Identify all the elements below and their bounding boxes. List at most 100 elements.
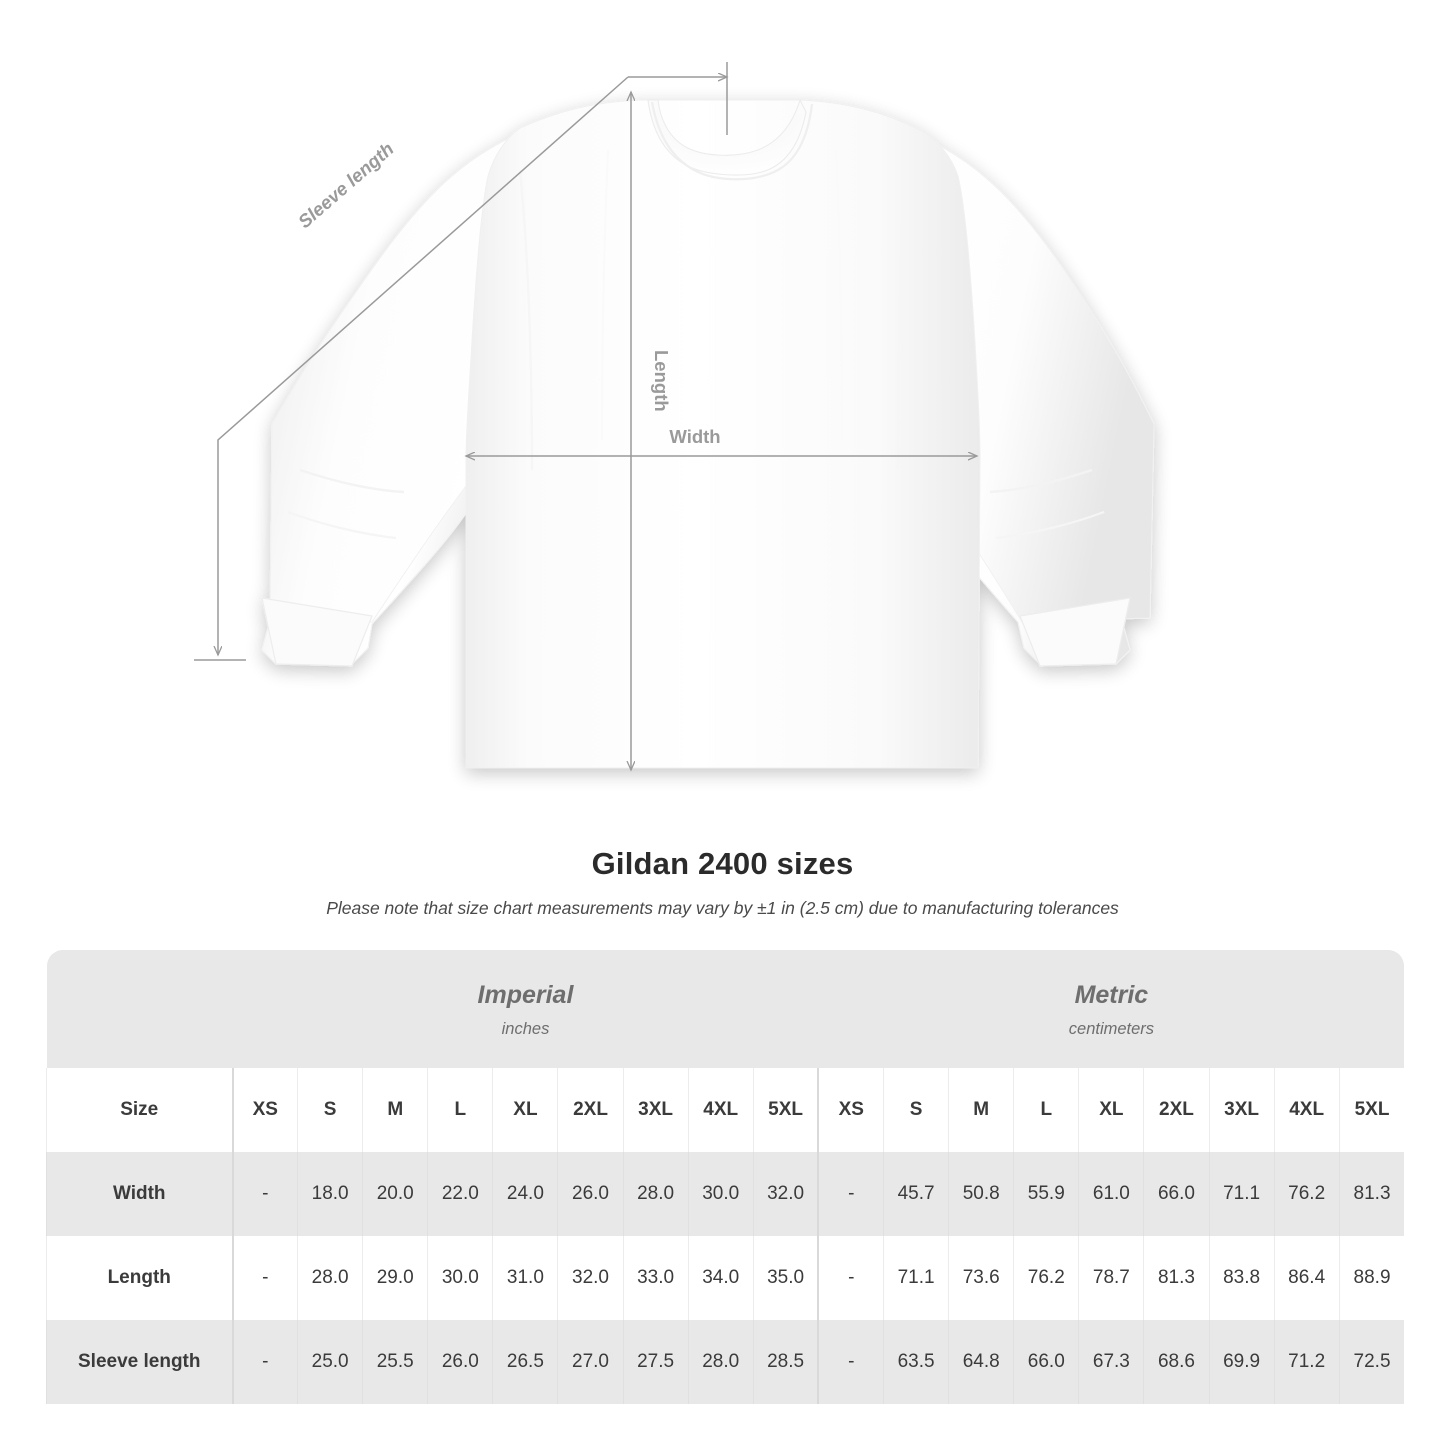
cell-value: 35.0 [752, 1236, 819, 1320]
unit-header-metric: Metric centimeters [818, 950, 1405, 1068]
size-header-l: L [1013, 1068, 1079, 1152]
cell-value: - [817, 1152, 884, 1236]
table-row: Width -18.0 20.0 22.0 24.0 26.0 28.0 30.0 32.0-4… [46, 1152, 1405, 1236]
row-label-width: Width [46, 1152, 233, 1236]
cell-value: - [231, 1320, 298, 1404]
cell-value: 66.0 [1013, 1320, 1079, 1404]
size-header-4xl: 4XL [1273, 1068, 1340, 1152]
size-header-m: M [362, 1068, 428, 1152]
unit-system-name: Imperial [477, 980, 574, 1009]
size-header-xs: XS [817, 1068, 884, 1152]
cell-value: 32.0 [752, 1152, 819, 1236]
cell-value: 27.5 [622, 1320, 689, 1404]
page-title: Gildan 2400 sizes [591, 846, 854, 881]
size-header-5xl: 5XL [1338, 1068, 1405, 1152]
size-header-row: Size XS S M L XL 2XL 3XL 4XL 5XL XS S M L XL 2XL 3XL 4XL 5… [46, 1068, 1405, 1152]
cell-value: 24.0 [492, 1152, 558, 1236]
size-header-4xl: 4XL [687, 1068, 754, 1152]
size-header-xs: XS [231, 1068, 298, 1152]
tolerance-note: Please note that size chart measurements… [326, 898, 1119, 918]
cell-value: 26.0 [557, 1152, 624, 1236]
garment-illustration: Sleeve length Length Width [194, 62, 1155, 830]
table-row: Length -28.0 29.0 30.0 31.0 32.0 33.0 34.0 35.0-… [46, 1236, 1405, 1320]
cell-value: 28.5 [752, 1320, 819, 1404]
cell-value: - [231, 1152, 298, 1236]
cell-value: 55.9 [1013, 1152, 1079, 1236]
title-block: Gildan 2400 sizes Please note that size … [0, 845, 1445, 919]
cell-value: 69.9 [1208, 1320, 1275, 1404]
cell-value: 61.0 [1078, 1152, 1144, 1236]
cell-value: 34.0 [687, 1236, 754, 1320]
cell-value: 33.0 [622, 1236, 689, 1320]
row-label-length: Length [46, 1236, 233, 1320]
cell-value: 28.0 [297, 1236, 363, 1320]
cell-value: 76.2 [1273, 1152, 1340, 1236]
cell-value: 28.0 [622, 1152, 689, 1236]
size-header-2xl: 2XL [557, 1068, 624, 1152]
size-header-xl: XL [1078, 1068, 1144, 1152]
measurement-lines [194, 62, 977, 770]
cell-value: 32.0 [557, 1236, 624, 1320]
cell-value: 45.7 [883, 1152, 949, 1236]
cell-value: 86.4 [1273, 1236, 1340, 1320]
cell-value: 66.0 [1143, 1152, 1210, 1236]
cell-value: 27.0 [557, 1320, 624, 1404]
size-header-s: S [297, 1068, 363, 1152]
row-label-sleeve-length: Sleeve length [46, 1320, 233, 1404]
size-label-cell: Size [46, 1068, 233, 1152]
cell-value: 67.3 [1078, 1320, 1144, 1404]
size-table-container: Imperial inches Metric centimeters Size XS S M L… [46, 950, 1405, 1404]
cell-value: 73.6 [948, 1236, 1014, 1320]
cell-value: 88.9 [1338, 1236, 1405, 1320]
cell-value: 81.3 [1338, 1152, 1405, 1236]
length-label: Length [651, 350, 672, 412]
cell-value: 25.0 [297, 1320, 363, 1404]
cell-value: 83.8 [1208, 1236, 1275, 1320]
cell-value: 63.5 [883, 1320, 949, 1404]
table-row: Sleeve length -25.0 25.5 26.0 26.5 27.0 27.5 28… [46, 1320, 1405, 1404]
sleeve-length-label: Sleeve length [294, 138, 398, 232]
cell-value: 30.0 [687, 1152, 754, 1236]
size-header-l: L [427, 1068, 493, 1152]
cell-value: 25.5 [362, 1320, 428, 1404]
size-header-2xl: 2XL [1143, 1068, 1210, 1152]
unit-banner-spacer [46, 950, 233, 1068]
cell-value: 22.0 [427, 1152, 493, 1236]
cell-value: - [817, 1236, 884, 1320]
cell-value: 28.0 [687, 1320, 754, 1404]
unit-system-subtitle: inches [501, 1019, 550, 1038]
cell-value: 64.8 [948, 1320, 1014, 1404]
size-table: Imperial inches Metric centimeters Size XS S M L… [46, 950, 1405, 1404]
size-header-s: S [883, 1068, 949, 1152]
cell-value: 71.1 [883, 1236, 949, 1320]
cell-value: 20.0 [362, 1152, 428, 1236]
cell-value: 26.5 [492, 1320, 558, 1404]
cell-value: 78.7 [1078, 1236, 1144, 1320]
garment-diagram: Sleeve length Length Width [194, 62, 1155, 830]
sleeve-length-line [218, 76, 629, 655]
cell-value: - [231, 1236, 298, 1320]
unit-system-name: Metric [1074, 980, 1149, 1009]
cell-value: 18.0 [297, 1152, 363, 1236]
cell-value: 26.0 [427, 1320, 493, 1404]
cell-value: 50.8 [948, 1152, 1014, 1236]
cell-value: 71.2 [1273, 1320, 1340, 1404]
size-header-m: M [948, 1068, 1014, 1152]
size-header-5xl: 5XL [752, 1068, 819, 1152]
width-label: Width [669, 426, 720, 447]
cell-value: - [817, 1320, 884, 1404]
cell-value: 68.6 [1143, 1320, 1210, 1404]
cell-value: 76.2 [1013, 1236, 1079, 1320]
cell-value: 71.1 [1208, 1152, 1275, 1236]
cell-value: 30.0 [427, 1236, 493, 1320]
cell-value: 72.5 [1338, 1320, 1405, 1404]
unit-header-imperial: Imperial inches [232, 950, 819, 1068]
cell-value: 81.3 [1143, 1236, 1210, 1320]
size-header-3xl: 3XL [1208, 1068, 1275, 1152]
garment-body [261, 98, 1155, 769]
size-header-3xl: 3XL [622, 1068, 689, 1152]
size-header-xl: XL [492, 1068, 558, 1152]
cell-value: 31.0 [492, 1236, 558, 1320]
cell-value: 29.0 [362, 1236, 428, 1320]
